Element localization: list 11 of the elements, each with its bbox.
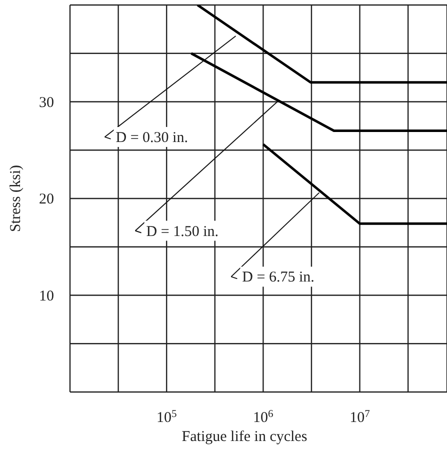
y-tick-label: 10 bbox=[39, 288, 54, 304]
x-tick-label: 10$^{7}$ bbox=[350, 408, 370, 426]
annotation: D = 0.30 in. bbox=[116, 130, 188, 146]
x-axis-title: Fatigue life in cycles bbox=[182, 429, 308, 445]
y-axis-title: Stress (ksi) bbox=[8, 164, 24, 232]
x-tick-label: 10$^{6}$ bbox=[253, 408, 274, 426]
x-tick-label: 10$^{5}$ bbox=[156, 408, 177, 426]
y-tick-label: 20 bbox=[39, 192, 54, 208]
y-tick-label: 30 bbox=[39, 94, 54, 111]
annotation: D = 1.50 in. bbox=[146, 224, 219, 240]
annotation: D = 6.75 in. bbox=[242, 270, 314, 286]
